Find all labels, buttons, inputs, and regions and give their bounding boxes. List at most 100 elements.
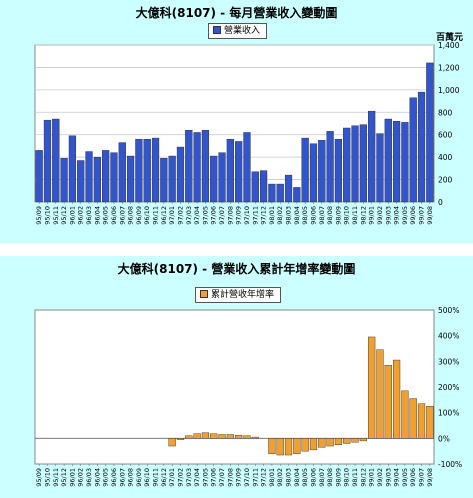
bar <box>168 438 176 447</box>
x-tick-label: 99/08 <box>426 468 434 487</box>
y-tick-label: 0 <box>438 198 443 207</box>
x-tick-label: 96/05 <box>102 468 110 487</box>
x-tick-label: 97/05 <box>201 206 209 225</box>
x-tick-label: 99/01 <box>368 468 376 487</box>
bar <box>417 91 426 203</box>
x-tick-label: 96/06 <box>110 206 118 225</box>
x-tick-label: 98/02 <box>276 206 284 225</box>
x-tick-label: 98/01 <box>268 468 276 487</box>
bar <box>343 127 351 203</box>
x-tick-label: 98/10 <box>343 206 351 225</box>
x-tick-label: 96/11 <box>152 206 160 225</box>
x-tick-label: 98/06 <box>309 206 317 225</box>
bar <box>151 137 160 203</box>
x-tick-label: 98/12 <box>359 468 367 487</box>
cumulative-growth-chart: -100%0%100%200%300%400%500%95/09 95/10 95/… <box>34 306 462 487</box>
x-tick-label: 99/04 <box>393 206 401 225</box>
x-tick-label: 99/07 <box>418 206 426 225</box>
x-tick-label: 97/08 <box>226 206 234 225</box>
bar <box>251 171 259 203</box>
bar <box>60 158 68 203</box>
legend: 累計營收年增率 <box>195 287 282 303</box>
bar <box>201 432 210 439</box>
x-tick-label: 95/10 <box>43 206 51 225</box>
legend: 營業收入 <box>208 23 268 39</box>
x-tick-label: 97/06 <box>210 206 218 225</box>
bar <box>176 146 185 203</box>
bar <box>77 160 85 203</box>
x-tick-label: 96/11 <box>152 468 160 487</box>
x-tick-label: 97/01 <box>168 206 176 225</box>
y-tick-label: 400 <box>438 153 453 162</box>
x-tick-label: 98/10 <box>343 468 351 487</box>
bar <box>102 150 110 203</box>
bar <box>143 138 151 203</box>
bar <box>85 151 93 203</box>
bar <box>426 62 434 203</box>
x-tick-label: 97/03 <box>185 206 193 225</box>
x-tick-label: 97/09 <box>235 468 243 487</box>
bar <box>259 170 268 203</box>
bar <box>426 406 434 439</box>
x-tick-label: 98/09 <box>334 206 342 225</box>
bar <box>268 438 276 454</box>
bar <box>52 118 60 203</box>
bar <box>401 122 409 203</box>
x-tick-label: 97/10 <box>243 206 251 225</box>
x-tick-label: 99/01 <box>368 206 376 225</box>
y-tick-label: 1,000 <box>438 86 460 95</box>
bar <box>193 433 201 439</box>
chart-title: 大億科(8107) - 每月營業收入變動圖 <box>135 6 338 20</box>
x-tick-label: 98/08 <box>326 206 334 225</box>
bar <box>235 141 243 203</box>
cumulative-growth-panel: 大億科(8107) - 營業收入累計年增率變動圖 累計營收年增率 -100% 0%… <box>0 256 473 498</box>
x-tick-label: 99/04 <box>393 468 401 487</box>
x-tick-label: 95/09 <box>35 206 43 225</box>
x-tick-label: 96/01 <box>68 468 76 487</box>
y-tick-label: -100% <box>438 460 462 469</box>
bar <box>326 131 334 203</box>
x-tick-label: 96/07 <box>118 206 126 225</box>
x-tick-label: 96/09 <box>135 206 143 225</box>
bar <box>309 438 318 451</box>
x-tick-label: 99/02 <box>376 206 384 225</box>
bar <box>293 438 301 454</box>
x-tick-label: 98/07 <box>318 206 326 225</box>
x-tick-label: 97/02 <box>176 206 184 225</box>
x-tick-label: 98/08 <box>326 468 334 487</box>
bar <box>226 138 234 203</box>
bar <box>351 438 359 443</box>
bar <box>334 138 343 203</box>
x-tick-label: 95/10 <box>43 468 51 487</box>
x-tick-label: 97/02 <box>176 468 184 487</box>
bar <box>409 97 417 203</box>
y-tick-label: 0% <box>438 434 450 443</box>
bar <box>276 183 284 203</box>
bar <box>201 130 210 203</box>
legend-swatch <box>213 25 221 34</box>
bar <box>168 155 176 203</box>
bar <box>301 137 309 203</box>
bar <box>276 438 284 456</box>
bar <box>409 398 417 439</box>
x-tick-label: 97/07 <box>218 468 226 487</box>
y-tick-label: 600 <box>438 131 453 140</box>
x-tick-label: 99/03 <box>384 206 392 225</box>
bar <box>218 152 226 203</box>
x-tick-label: 97/03 <box>185 468 193 487</box>
x-tick-label: 97/07 <box>218 206 226 225</box>
x-tick-label: 97/09 <box>235 206 243 225</box>
bar <box>318 140 326 203</box>
bar <box>384 364 392 439</box>
bar <box>368 336 376 439</box>
x-tick-label: 98/09 <box>334 468 342 487</box>
bar <box>235 435 243 439</box>
x-tick-label: 98/05 <box>301 468 309 487</box>
bar <box>359 124 367 203</box>
bar <box>110 152 118 203</box>
bar <box>368 110 376 203</box>
legend-swatch <box>200 289 208 298</box>
x-tick-label: 96/05 <box>102 206 110 225</box>
bar <box>318 438 326 448</box>
x-tick-label: 96/12 <box>160 468 168 487</box>
